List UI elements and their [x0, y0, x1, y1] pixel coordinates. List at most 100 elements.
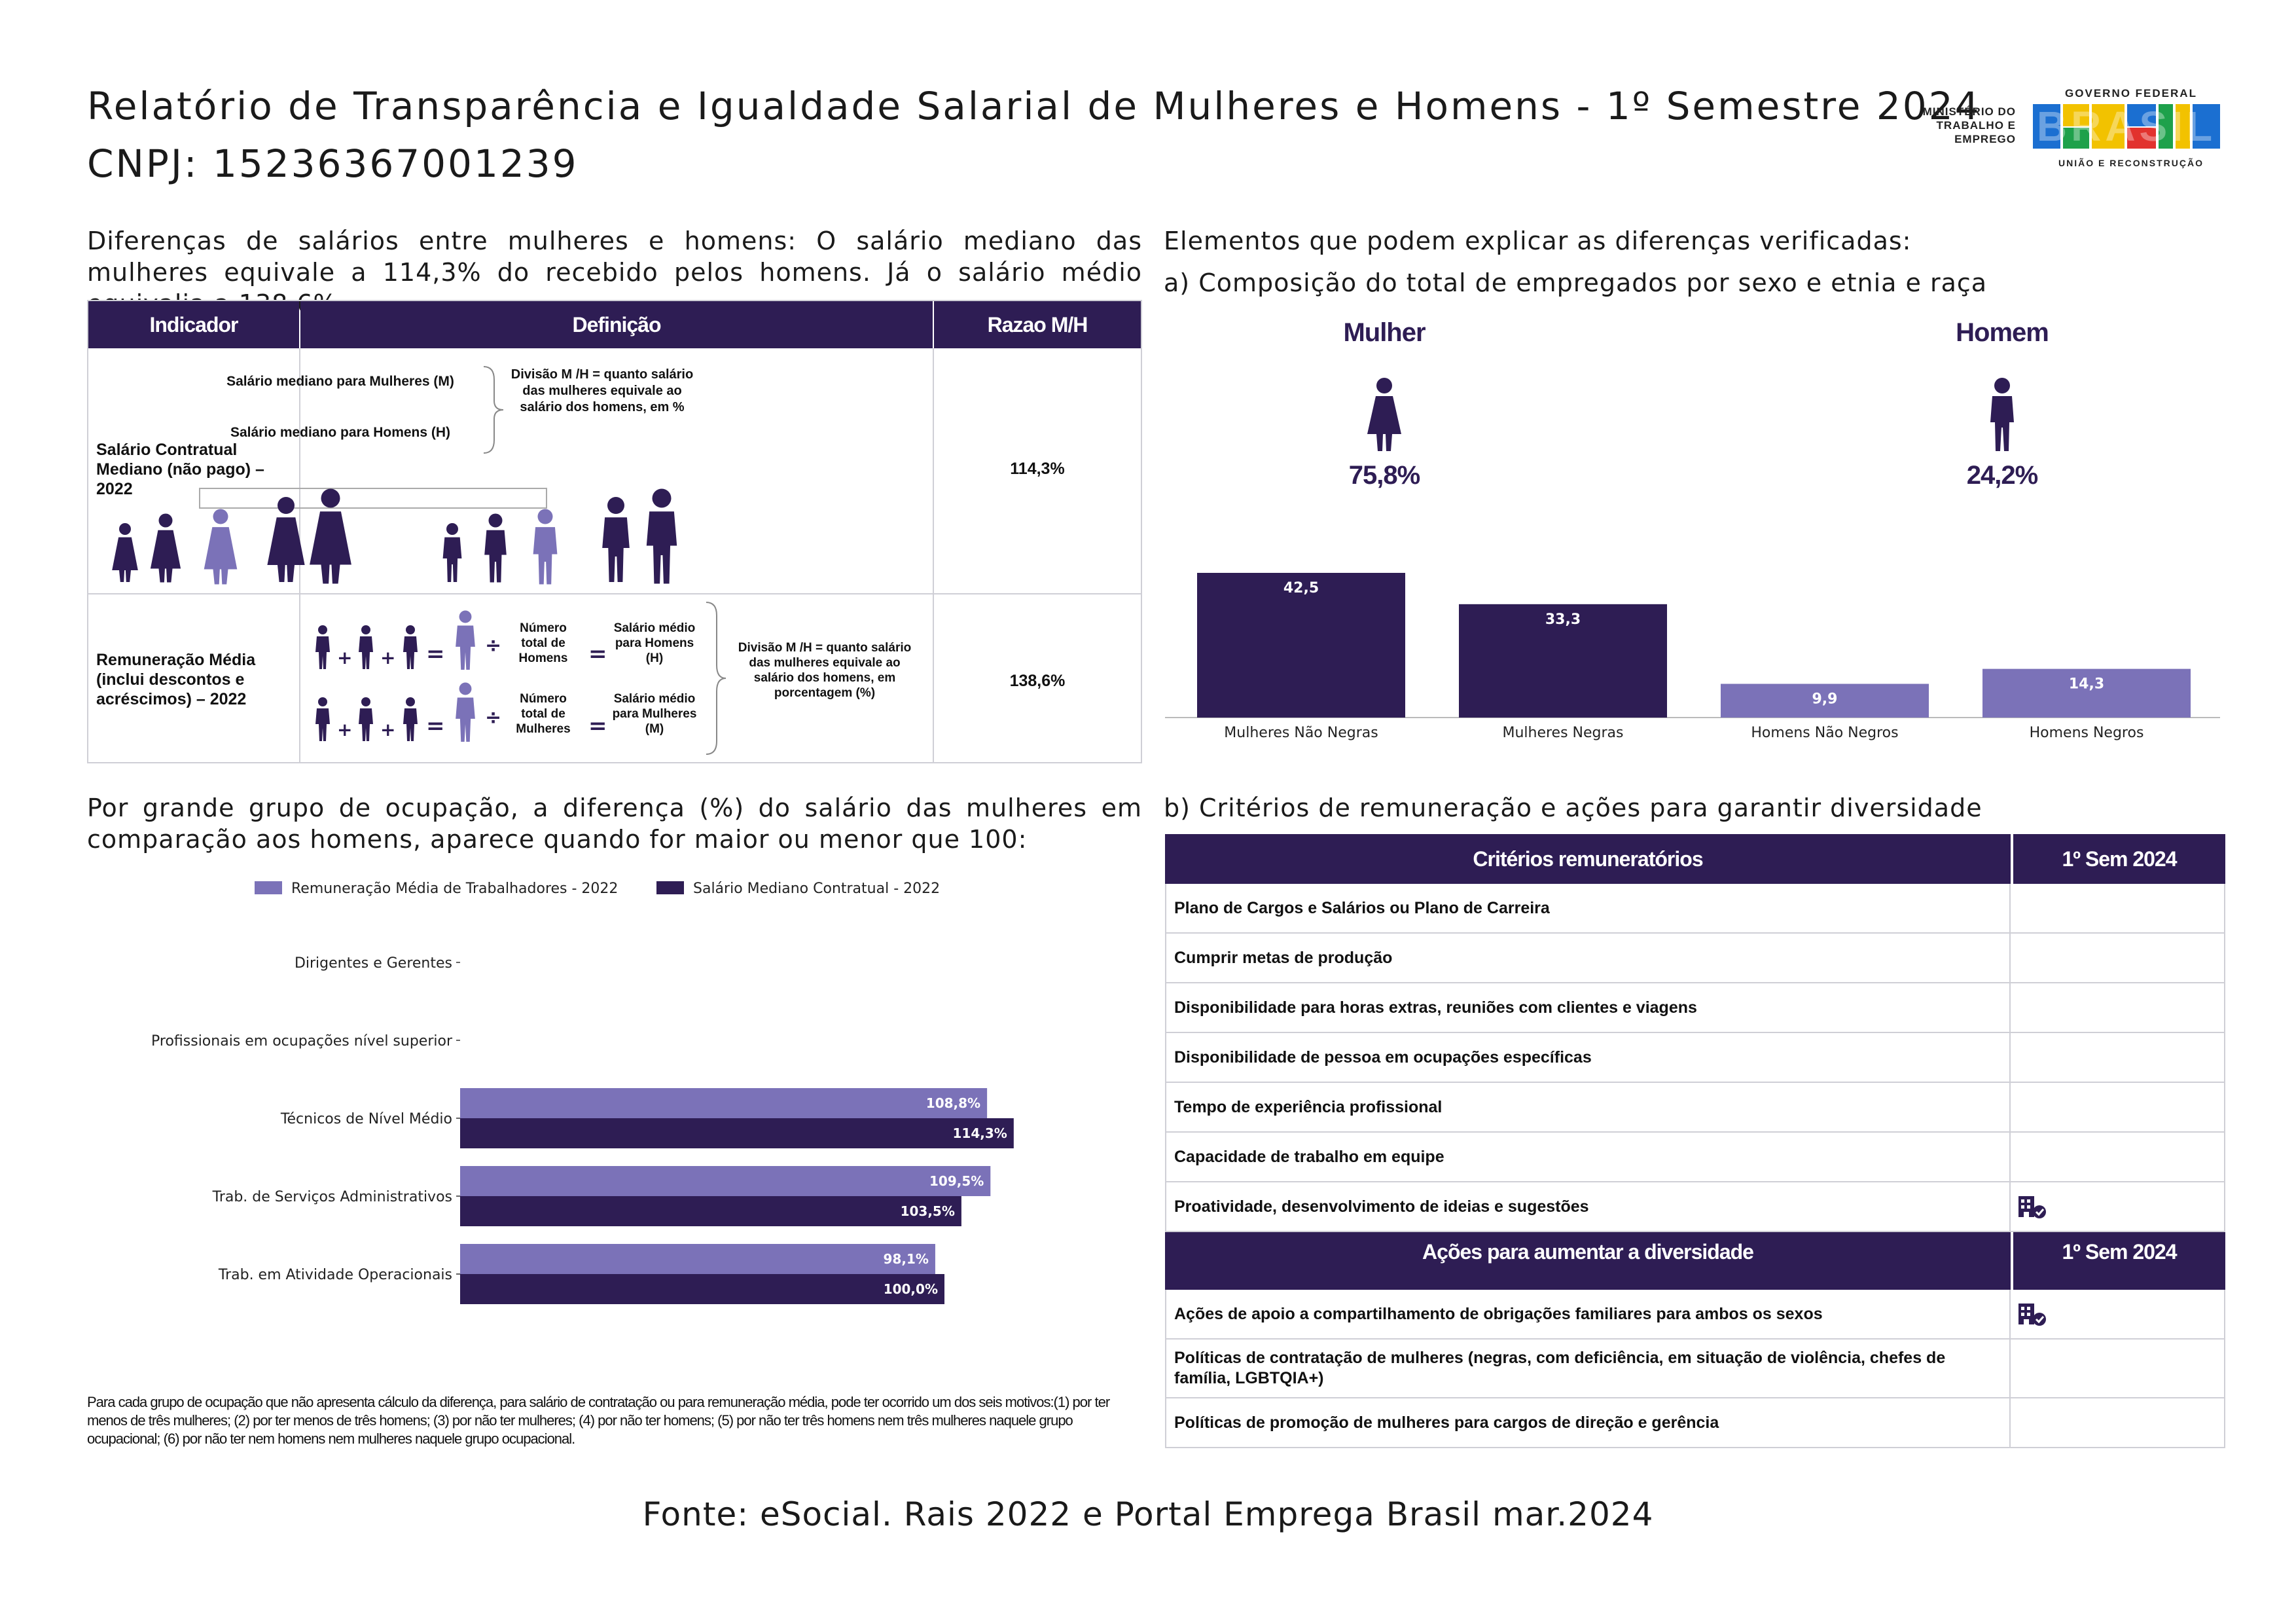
composition-chart: 42,5 Mulheres Não Negras 33,3 Mulheres Negr…	[1165, 537, 2225, 746]
bar-value-label: 14,3	[2069, 676, 2104, 693]
bar-value-label: 108,8%	[926, 1095, 980, 1111]
row-label: Políticas de promoção de mulheres para c…	[1166, 1398, 2011, 1447]
row-label: Cumprir metas de produção	[1166, 934, 2011, 982]
category-label: Trab. em Atividade Operacionais	[218, 1267, 452, 1283]
composition-title: a) Composição do total de empregados por…	[1164, 268, 1988, 297]
bar	[460, 1244, 935, 1274]
salary-difference-intro: Diferenças de salários entre mulheres e …	[87, 227, 1142, 318]
svg-text:=: =	[426, 641, 445, 667]
bar	[460, 1118, 1014, 1148]
bar	[1197, 573, 1405, 718]
row-status-cell	[2011, 884, 2224, 932]
gov-logo-bottom: UNIÃO E RECONSTRUÇÃO	[2058, 158, 2204, 168]
woman-icon	[1367, 378, 1401, 451]
ministry-logo: MINISTÉRIO DO TRABALHO E EMPREGO	[1922, 105, 2016, 145]
svg-text:+: +	[337, 719, 352, 740]
row-status-cell	[2011, 1182, 2224, 1231]
avg-men-label: Salário médio para Homens (H)	[613, 621, 696, 665]
row-status-cell	[2011, 1398, 2224, 1447]
bar-value-label: 9,9	[1812, 691, 1838, 708]
table-row: Disponibilidade para horas extras, reuni…	[1165, 983, 2225, 1033]
criteria-rows: Plano de Cargos e Salários ou Plano de C…	[1165, 884, 2225, 1232]
composition-chart-svg: 42,5 Mulheres Não Negras 33,3 Mulheres Negr…	[1165, 573, 2220, 741]
row-label: Ações de apoio a compartilhamento de obr…	[1166, 1290, 2011, 1338]
row-status-cell	[2011, 1340, 2224, 1397]
bar	[1459, 604, 1667, 718]
actions-rows: Ações de apoio a compartilhamento de obr…	[1165, 1290, 2225, 1448]
actions-header-row: Ações para aumentar a diversidade 1º Sem…	[1165, 1232, 2225, 1290]
table-row: Políticas de contratação de mulheres (ne…	[1165, 1340, 2225, 1398]
bar-value-label: 98,1%	[884, 1251, 929, 1267]
legend-swatch	[255, 881, 282, 894]
actions-period: 1º Sem 2024	[2013, 1232, 2225, 1290]
table-row: Cumprir metas de produção	[1165, 934, 2225, 983]
indicator-median-label: Salário Contratual Mediano (não pago) – …	[96, 441, 264, 498]
source-note: Fonte: eSocial. Rais 2022 e Portal Empre…	[642, 1495, 1654, 1533]
legend-label: Salário Mediano Contratual - 2022	[693, 881, 940, 897]
occupation-title: Por grande grupo de ocupação, a diferenç…	[87, 793, 1142, 854]
svg-text:=: =	[426, 713, 445, 739]
row-status-cell	[2011, 1083, 2224, 1131]
criteria-period: 1º Sem 2024	[2013, 834, 2225, 884]
ratio-median-value: 114,3%	[1010, 460, 1065, 478]
brasil-word-icon	[2033, 104, 2220, 149]
row-label: Políticas de contratação de mulheres (ne…	[1166, 1340, 2011, 1397]
brace-icon	[483, 366, 504, 454]
equals-icon: = =	[588, 641, 607, 739]
brace-icon	[706, 602, 726, 755]
footnote: Para cada grupo de ocupação que não apre…	[87, 1394, 1110, 1447]
bar-value-label: 100,0%	[884, 1281, 938, 1297]
row-status-cell	[2011, 1290, 2224, 1338]
row-label: Disponibilidade para horas extras, reuni…	[1166, 983, 2011, 1032]
def-median-women: Salário mediano para Mulheres (M)	[226, 374, 454, 389]
people-sum-icon: + + + + = = ÷ ÷	[315, 610, 501, 742]
row-status-cell	[2011, 934, 2224, 982]
def-average-division: Divisão M /H = quanto salário das mulher…	[738, 641, 912, 700]
bar-value-label: 114,3%	[953, 1125, 1007, 1141]
actions-header: Ações para aumentar a diversidade	[1165, 1232, 2011, 1290]
svg-text:=: =	[588, 641, 607, 667]
row-label: Capacidade de trabalho em equipe	[1166, 1133, 2011, 1181]
bar	[460, 1166, 991, 1196]
elements-title: Elementos que podem explicar as diferenç…	[1164, 227, 1912, 255]
category-label: Profissionais em ocupações nível superio…	[151, 1033, 453, 1049]
bar	[1721, 684, 1929, 718]
svg-text:+: +	[380, 719, 395, 740]
row-label: Proatividade, desenvolvimento de ideias …	[1166, 1182, 2011, 1231]
company-check-icon	[2018, 1196, 2046, 1218]
row-status-cell	[2011, 1033, 2224, 1082]
total-men-label: Número total de Homens	[518, 621, 568, 665]
bar	[460, 1274, 944, 1304]
svg-text:÷: ÷	[485, 706, 501, 729]
category-label: Dirigentes e Gerentes	[295, 955, 452, 972]
men-percent: 24,2%	[1966, 461, 2038, 490]
people-scale-icon	[112, 488, 677, 585]
col-header-ratio: Razao M/H	[934, 301, 1141, 348]
category-label: Mulheres Negras	[1502, 725, 1623, 741]
col-divider	[933, 348, 934, 762]
report-title: Relatório de Transparência e Igualdade S…	[87, 84, 1981, 128]
occupation-chart-svg: Remuneração Média de Trabalhadores - 202…	[151, 881, 1014, 1304]
total-women-label: Número total de Mulheres	[516, 692, 571, 736]
criteria-table: Critérios remuneratórios 1º Sem 2024 Pla…	[1165, 834, 2225, 1448]
table-row: Tempo de experiência profissional	[1165, 1083, 2225, 1133]
row-status-cell	[2011, 1133, 2224, 1181]
criteria-title: b) Critérios de remuneração e ações para…	[1164, 793, 1982, 822]
indicator-average-label: Remuneração Média (inclui descontos e ac…	[96, 651, 256, 708]
def-median-men: Salário mediano para Homens (H)	[230, 425, 451, 440]
col-header-definition: Definição	[300, 301, 933, 348]
bar-value-label: 103,5%	[901, 1203, 955, 1219]
table-row: Disponibilidade de pessoa em ocupações e…	[1165, 1033, 2225, 1083]
women-label: Mulher	[1343, 318, 1426, 347]
bar-value-label: 42,5	[1283, 580, 1319, 596]
women-percent: 75,8%	[1348, 461, 1420, 490]
table-row: Plano de Cargos e Salários ou Plano de C…	[1165, 884, 2225, 934]
row-divider	[88, 593, 1141, 594]
svg-text:+: +	[380, 647, 395, 668]
category-label: Técnicos de Nível Médio	[280, 1111, 452, 1127]
cnpj-label: CNPJ: 15236367001239	[87, 141, 579, 186]
indicator-table: Indicador Definição Razao M/H Salário Co…	[87, 300, 1142, 763]
bar-value-label: 33,3	[1545, 611, 1581, 628]
svg-text:=: =	[588, 713, 607, 739]
gov-logo-top: GOVERNO FEDERAL	[2065, 87, 2197, 100]
